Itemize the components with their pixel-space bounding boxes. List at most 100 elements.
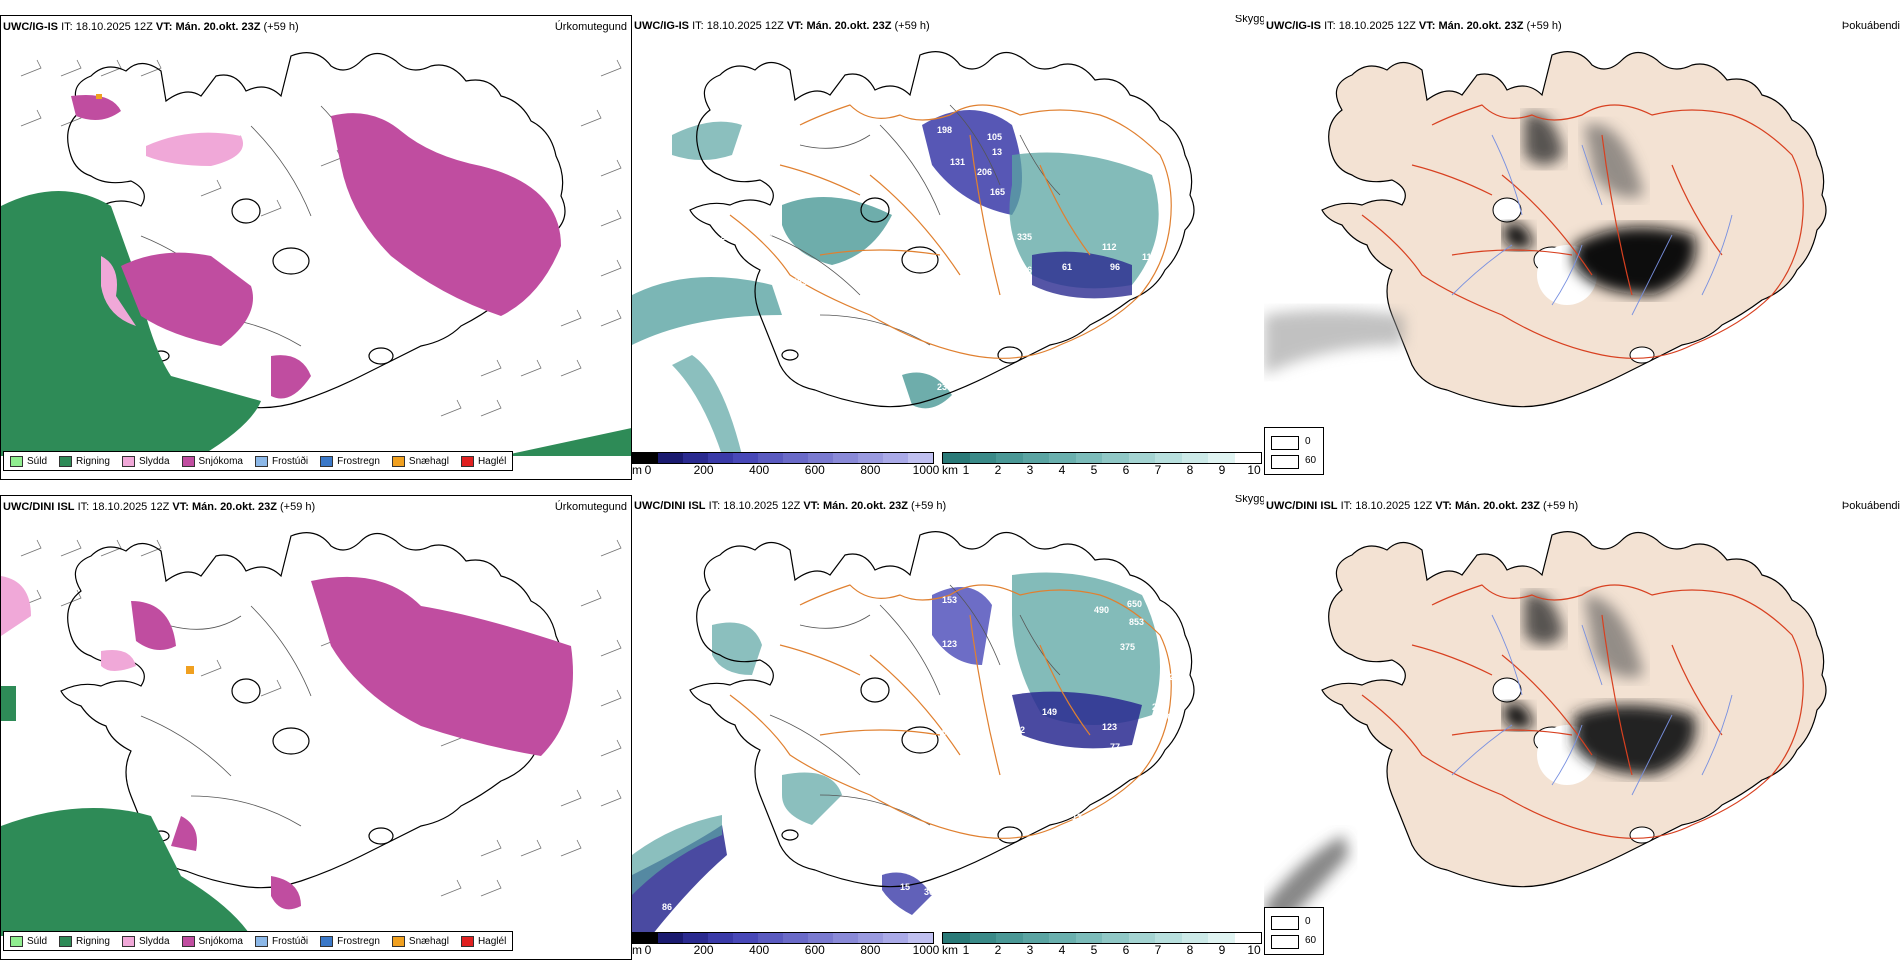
legend-label: Rigning xyxy=(76,455,110,467)
legend-swatch xyxy=(181,455,195,467)
legend-label: Snjókoma xyxy=(198,935,243,947)
colorbar-tick: 600 xyxy=(804,943,825,957)
colorbar-tick: 600 xyxy=(804,463,825,477)
legend-swatch xyxy=(121,935,135,947)
visibility-panel-igis: UWC/IG-IS IT: 18.10.2025 12Z VT: Mán. 20… xyxy=(632,15,1264,480)
visibility-value-label: 149 xyxy=(1042,707,1057,717)
colorbar-tick: 800 xyxy=(860,463,881,477)
colorbar-tick: 3 xyxy=(1026,943,1034,957)
legend-item-2: Slydda xyxy=(121,935,170,947)
legend-item-5: Frostregn xyxy=(320,455,380,467)
colorbar-tick: 9 xyxy=(1218,943,1226,957)
colorbar-tick: 1 xyxy=(962,943,970,957)
legend-swatch xyxy=(121,455,135,467)
colorbar-tick: 6 xyxy=(1122,463,1130,477)
visibility-value-label: 13 xyxy=(992,147,1002,157)
legend-label: Frostregn xyxy=(337,455,380,467)
colorbar-tick: 2 xyxy=(994,463,1002,477)
visibility-value-label: 95 xyxy=(1040,742,1050,752)
visibility-value-label: 61 xyxy=(1062,262,1072,272)
legend-swatch xyxy=(181,935,195,947)
visibility-value-label: 187 xyxy=(667,242,682,252)
legend-item-5: Frostregn xyxy=(320,935,380,947)
colorbar-tick: 4 xyxy=(1058,943,1066,957)
fog-panel-igis: UWC/IG-IS IT: 18.10.2025 12Z VT: Mán. 20… xyxy=(1264,15,1900,480)
visibility-value-label: 23 xyxy=(937,382,947,392)
panel-title: Skyggni xyxy=(1234,15,1264,25)
colorbar-tick: 1000 xyxy=(912,943,940,957)
visibility-value-label: 102 xyxy=(1135,752,1150,762)
visibility-value-label: 198 xyxy=(937,125,952,135)
colorbar-tick: 9 xyxy=(1218,463,1226,477)
precip-legend: Súld Rigning Slydda Snjókoma Frostúði Frostre… xyxy=(3,931,514,951)
legend-item-0: Súld xyxy=(10,455,48,467)
colorbar-tick: 400 xyxy=(749,943,770,957)
colorbar-tick: 6 xyxy=(1122,943,1130,957)
legend-item-7: Haglél xyxy=(460,935,507,947)
legend-label: Snæhagl xyxy=(408,935,449,947)
precip-legend: Súld Rigning Slydda Snjókoma Frostúði Frostre… xyxy=(3,451,514,471)
colorbar-tick: 800 xyxy=(860,943,881,957)
fog-map xyxy=(1264,495,1900,935)
visibility-value-label: 842 xyxy=(797,677,812,687)
visibility-value-label: 13 xyxy=(1072,812,1082,822)
visibility-value-label: 52 xyxy=(910,362,920,372)
legend-item-4: Frostúði xyxy=(254,935,308,947)
legend-item-0: Súld xyxy=(10,935,48,947)
visibility-value-label: 105 xyxy=(987,132,1002,142)
colorbar-tick: 200 xyxy=(693,943,714,957)
colorbar-tick: 2 xyxy=(994,943,1002,957)
visibility-km-colorbar: km 1 2 3 4 5 6 7 8 9 10 xyxy=(942,452,1264,480)
visibility-value-label: 585 xyxy=(792,277,807,287)
precip-type-panel-igis: UWC/IG-IS IT: 18.10.2025 12Z VT: Mán. 20… xyxy=(0,15,632,480)
fog-legend-swatch-60 xyxy=(1271,455,1299,469)
visibility-value-label: 375 xyxy=(1120,642,1135,652)
colorbar-tick: 5 xyxy=(1090,463,1098,477)
legend-swatch xyxy=(254,455,268,467)
legend-label: Haglél xyxy=(477,935,507,947)
colorbar-tick: 10 xyxy=(1247,943,1261,957)
panel-header: UWC/DINI ISL IT: 18.10.2025 12Z VT: Mán.… xyxy=(1266,500,1579,512)
legend-item-6: Snæhagl xyxy=(391,455,449,467)
visibility-value-label: 206 xyxy=(977,167,992,177)
visibility-value-label: 121 xyxy=(952,237,967,247)
legend-swatch xyxy=(320,935,334,947)
panel-title: Þokuábendi xyxy=(1841,20,1900,32)
panel-header: UWC/IG-IS IT: 18.10.2025 12Z VT: Mán. 20… xyxy=(634,20,930,32)
legend-label: Súld xyxy=(27,455,48,467)
visibility-value-label: 120 xyxy=(950,252,965,262)
fog-legend-swatch-0 xyxy=(1271,436,1299,450)
legend-label: Súld xyxy=(27,935,48,947)
legend-swatch xyxy=(10,935,23,947)
visibility-value-label: 2 xyxy=(957,719,962,729)
visibility-value-label: 77 xyxy=(1110,742,1120,752)
visibility-km-colorbar: km 1 2 3 4 5 6 7 8 9 10 xyxy=(942,932,1264,960)
legend-label: Haglél xyxy=(477,455,507,467)
legend-swatch xyxy=(59,935,73,947)
colorbar-tick: 8 xyxy=(1186,943,1194,957)
legend-swatch xyxy=(59,455,73,467)
legend-swatch xyxy=(391,455,405,467)
colorbar-tick: 400 xyxy=(749,463,770,477)
visibility-value-label: 123 xyxy=(1102,722,1117,732)
visibility-m-colorbar: m 0 200 400 600 800 1000 xyxy=(632,452,939,480)
legend-label: Snæhagl xyxy=(408,455,449,467)
colorbar-tick: 1 xyxy=(962,463,970,477)
fog-legend: 0 60 xyxy=(1264,427,1324,475)
visibility-value-label: 106 xyxy=(1139,732,1154,742)
precip-map xyxy=(1,16,631,456)
visibility-value-label: 158 xyxy=(660,352,675,362)
visibility-value-label: 222 xyxy=(720,232,735,242)
visibility-value-label: 15 xyxy=(900,882,910,892)
legend-swatch xyxy=(460,935,474,947)
visibility-value-label: 165 xyxy=(990,187,1005,197)
panel-header: UWC/DINI ISL IT: 18.10.2025 12Z VT: Mán.… xyxy=(3,501,316,513)
visibility-value-label: 123 xyxy=(942,639,957,649)
colorbar-tick: 3 xyxy=(1026,463,1034,477)
legend-label: Snjókoma xyxy=(198,455,243,467)
visibility-value-label: 335 xyxy=(1017,232,1032,242)
visibility-value-label: 90 xyxy=(942,727,952,737)
panel-title: Skyggni xyxy=(1234,495,1264,505)
visibility-value-label: 362 xyxy=(1002,672,1017,682)
colorbar-tick: 10 xyxy=(1247,463,1261,477)
